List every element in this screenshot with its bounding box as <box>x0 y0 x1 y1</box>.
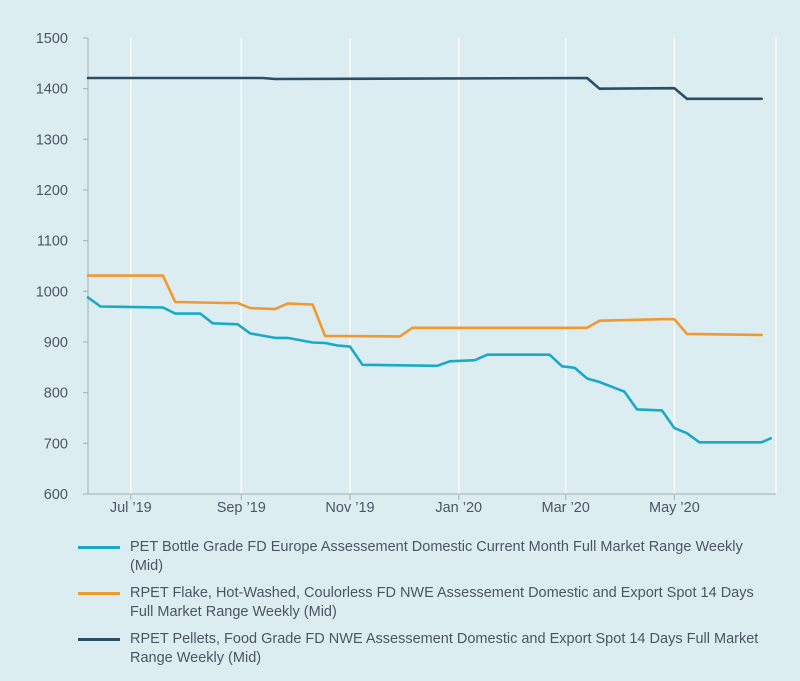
legend-swatch-pet-bottle <box>78 546 120 549</box>
axes: 600 700 800 900 1000 1100 1200 1300 1400 1500 Jul … <box>36 31 776 516</box>
y-tick-label: 1100 <box>37 234 68 250</box>
legend-item-rpet-pellets: RPET Pellets, Food Grade FD NWE Assessem… <box>78 630 778 667</box>
legend-swatch-rpet-pellets <box>78 638 120 641</box>
y-tick-label: 1000 <box>36 284 68 300</box>
y-tick-label: 700 <box>44 436 68 452</box>
series-lines <box>86 76 773 444</box>
y-tick-label: 1400 <box>36 82 68 98</box>
grid <box>130 38 777 494</box>
y-tick-label: 600 <box>44 487 68 503</box>
legend: PET Bottle Grade FD Europe Assessement D… <box>78 538 778 676</box>
y-tick-label: 1300 <box>36 132 68 148</box>
y-tick-label: 1200 <box>36 183 68 199</box>
x-tick-label: Sep ’19 <box>217 500 266 516</box>
legend-item-pet-bottle: PET Bottle Grade FD Europe Assessement D… <box>78 538 778 575</box>
y-tick-label: 1500 <box>36 31 68 47</box>
legend-label: RPET Pellets, Food Grade FD NWE Assessem… <box>130 631 759 666</box>
series-line-pet-bottle <box>86 296 773 444</box>
y-tick-label: 800 <box>44 386 68 402</box>
series-line-rpet-flake <box>86 274 764 338</box>
x-tick-label: Mar ’20 <box>541 500 589 516</box>
x-tick-label: Nov ’19 <box>325 500 374 516</box>
legend-label: RPET Flake, Hot-Washed, Coulorless FD NW… <box>130 585 754 620</box>
legend-item-rpet-flake: RPET Flake, Hot-Washed, Coulorless FD NW… <box>78 584 778 621</box>
series-line-rpet-pellets <box>86 76 764 101</box>
legend-label: PET Bottle Grade FD Europe Assessement D… <box>130 539 743 574</box>
legend-swatch-rpet-flake <box>78 592 120 595</box>
x-tick-label: Jan ’20 <box>435 500 482 516</box>
x-tick-label: Jul ’19 <box>110 500 152 516</box>
y-tick-label: 900 <box>44 335 68 351</box>
x-tick-label: May ’20 <box>649 500 700 516</box>
